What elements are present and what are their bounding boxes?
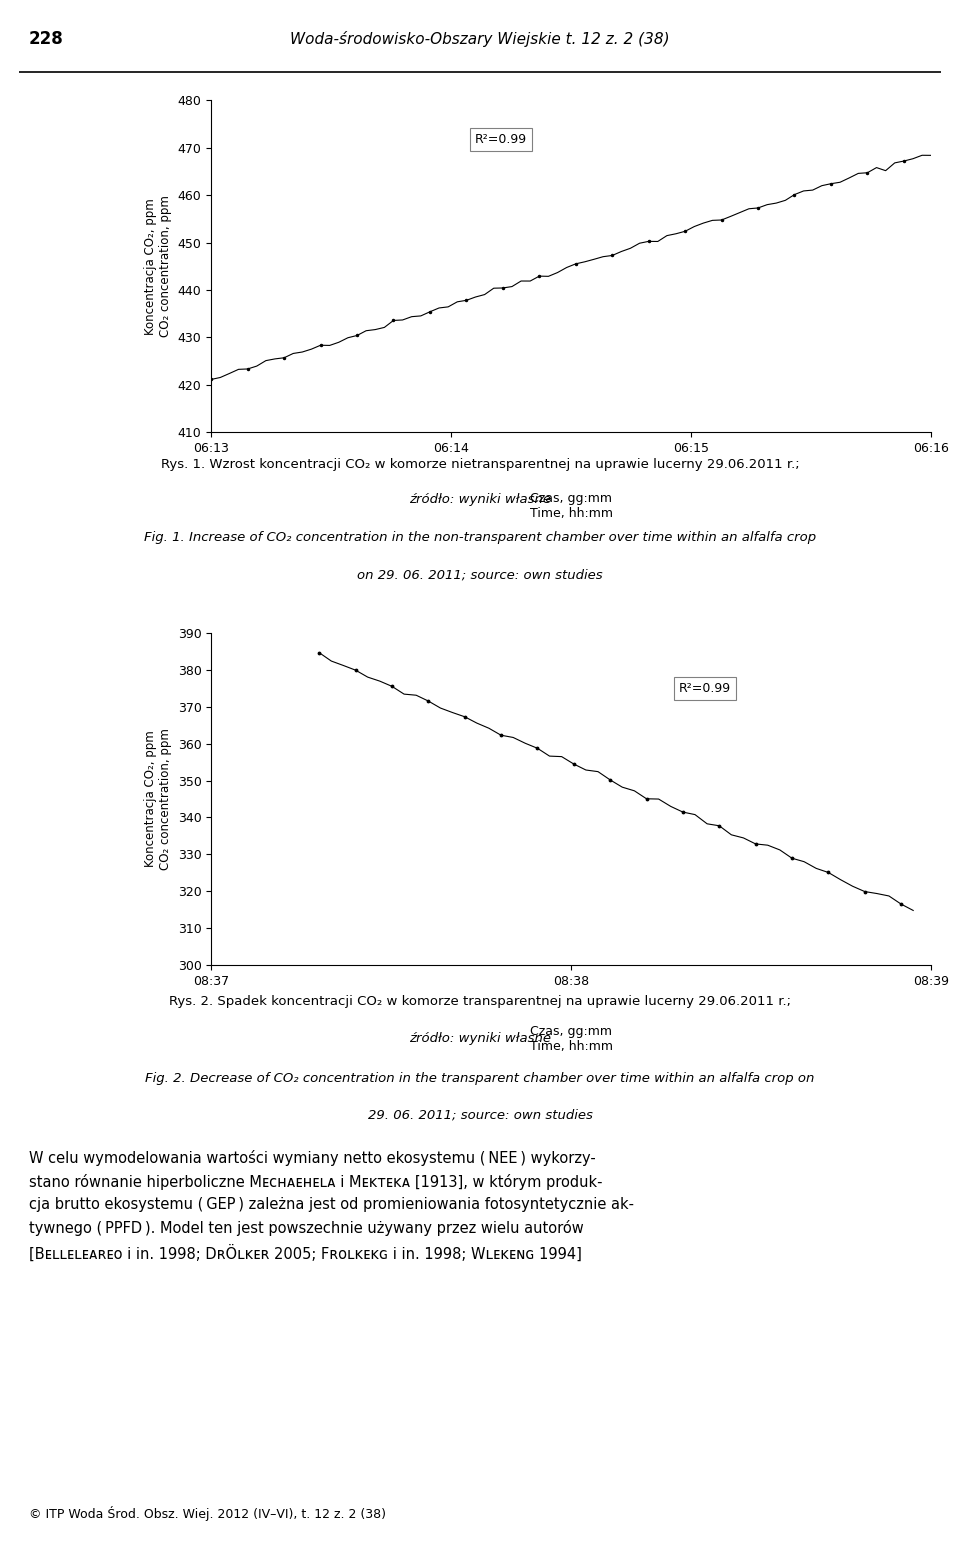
Text: źródło: wyniki własne: źródło: wyniki własne [409, 493, 551, 506]
Text: © ITP Woda Środ. Obsz. Wiej. 2012 (IV–VI), t. 12 z. 2 (38): © ITP Woda Środ. Obsz. Wiej. 2012 (IV–VI… [29, 1505, 386, 1521]
Text: Czas, gg:mm
Time, hh:mm: Czas, gg:mm Time, hh:mm [530, 493, 612, 520]
Text: 228: 228 [29, 29, 63, 48]
Text: Rys. 1. Wzrost koncentracji CO₂ w komorze nietransparentnej na uprawie lucerny 2: Rys. 1. Wzrost koncentracji CO₂ w komorz… [160, 459, 800, 471]
Text: 29. 06. 2011; source: own studies: 29. 06. 2011; source: own studies [368, 1109, 592, 1122]
Text: Woda-środowisko-Obszary Wiejskie t. 12 z. 2 (38): Woda-środowisko-Obszary Wiejskie t. 12 z… [290, 31, 670, 46]
Text: Fig. 1. Increase of CO₂ concentration in the non-transparent chamber over time w: Fig. 1. Increase of CO₂ concentration in… [144, 531, 816, 545]
Text: R²=0.99: R²=0.99 [475, 133, 527, 147]
Text: on 29. 06. 2011; source: own studies: on 29. 06. 2011; source: own studies [357, 568, 603, 582]
Text: Fig. 2. Decrease of CO₂ concentration in the transparent chamber over time withi: Fig. 2. Decrease of CO₂ concentration in… [145, 1072, 815, 1085]
Text: Czas, gg:mm
Time, hh:mm: Czas, gg:mm Time, hh:mm [530, 1025, 612, 1053]
Y-axis label: Koncentracja CO₂, ppm
CO₂ concentration, ppm: Koncentracja CO₂, ppm CO₂ concentration,… [144, 196, 172, 337]
Text: Rys. 2. Spadek koncentracji CO₂ w komorze transparentnej na uprawie lucerny 29.0: Rys. 2. Spadek koncentracji CO₂ w komorz… [169, 994, 791, 1008]
Text: źródło: wyniki własne: źródło: wyniki własne [409, 1031, 551, 1045]
Text: R²=0.99: R²=0.99 [679, 682, 732, 695]
Y-axis label: Koncentracja CO₂, ppm
CO₂ concentration, ppm: Koncentracja CO₂, ppm CO₂ concentration,… [144, 729, 172, 869]
Text: W celu wymodelowania wartości wymiany netto ekosystemu ( NEE ) wykorzy-
stano ró: W celu wymodelowania wartości wymiany ne… [29, 1150, 634, 1261]
